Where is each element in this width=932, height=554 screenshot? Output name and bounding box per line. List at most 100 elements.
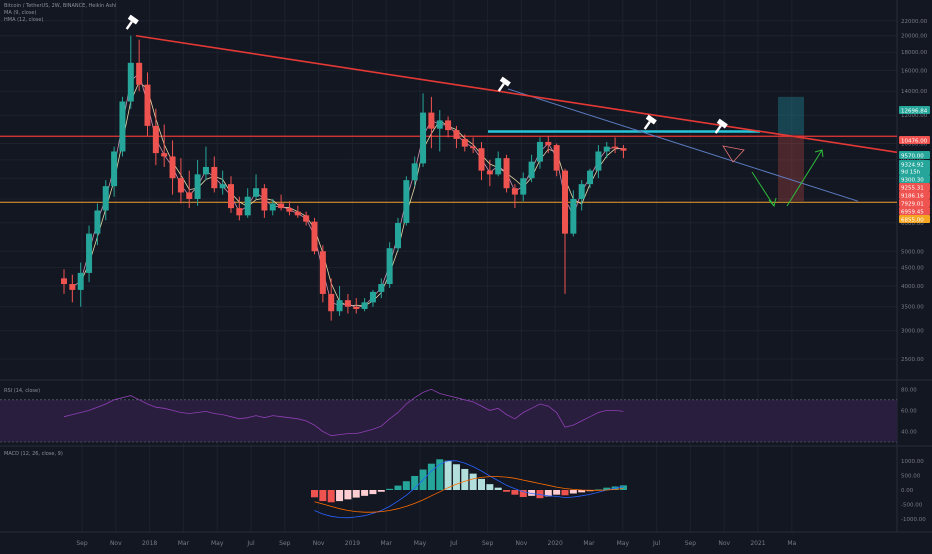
time-tick-label: May: [617, 540, 630, 547]
candle-body: [461, 138, 468, 147]
time-tick-label: Nov: [313, 540, 325, 547]
candle-body: [102, 186, 109, 211]
time-tick-label: Nov: [718, 540, 730, 547]
macd-histogram-bar: [319, 490, 327, 502]
price-tick-label: 12000.00: [901, 113, 928, 119]
legend-ma1[interactable]: MA (9, close): [4, 10, 37, 16]
candle-body: [578, 184, 585, 199]
time-tick-label: 2020: [548, 540, 563, 547]
price-label-box: [899, 207, 930, 215]
candle-body: [194, 174, 201, 199]
time-tick-label: May: [211, 540, 224, 547]
macd-histogram-bar: [603, 487, 611, 490]
macd-tick-label: 500.00: [901, 473, 921, 479]
macd-histogram-bar: [444, 460, 452, 490]
macd-histogram-bar: [336, 490, 344, 502]
candle-body: [511, 188, 518, 195]
rsi-label[interactable]: RSI (14, close): [4, 388, 41, 394]
price-label: 9d 15h: [901, 170, 921, 176]
price-tick-label: 4500.00: [901, 266, 924, 272]
macd-label[interactable]: MACD (12, 26, close, 9): [4, 451, 63, 457]
candle-body: [562, 170, 568, 234]
macd-histogram-bar: [619, 485, 627, 490]
candle-body: [211, 166, 218, 189]
arrowhead: [814, 149, 824, 158]
macd-histogram-bar: [569, 490, 577, 494]
candle-body: [161, 153, 168, 157]
candle-body: [169, 156, 176, 179]
candle-body: [603, 146, 610, 152]
macd-tick-label: 0.00: [901, 488, 914, 494]
time-tick-label: 2021: [750, 540, 765, 547]
time-tick-label: Mar: [583, 540, 595, 547]
candle-body: [403, 180, 410, 223]
macd-histogram-bar: [494, 487, 502, 490]
rsi-tick-label: 60.00: [901, 408, 917, 414]
candle-body: [61, 278, 67, 285]
price-label-box: [899, 175, 930, 183]
trendline-red: [135, 34, 898, 154]
candle-body: [127, 62, 134, 102]
candle-body: [445, 120, 452, 131]
price-label-box: [899, 215, 930, 223]
price-label: 9186.16: [901, 194, 924, 200]
loss-zone: [778, 134, 804, 202]
candle-body: [369, 291, 376, 303]
price-label: 7929.01: [901, 202, 924, 208]
candle-body: [486, 170, 493, 175]
candle-body: [69, 284, 76, 290]
legend-symbol[interactable]: Bitcoin / TetherUS, 2W, BINANCE, Heikin …: [4, 3, 117, 9]
candle-body: [595, 151, 602, 171]
trendline-blue: [507, 88, 859, 202]
candle-body: [77, 272, 84, 290]
macd-histogram-bar: [503, 490, 511, 492]
price-tick-label: 2500.00: [901, 357, 924, 363]
price-label-box: [899, 160, 930, 168]
macd-histogram-bar: [352, 490, 360, 498]
macd-histogram-bar: [528, 490, 536, 496]
candle-body: [612, 146, 619, 149]
macd-histogram-bar: [519, 490, 527, 498]
macd-histogram-bar: [427, 463, 435, 490]
candle-body: [186, 192, 193, 199]
legend-ma2[interactable]: HMA (12, close): [4, 17, 44, 23]
candle-body: [411, 163, 418, 181]
macd-histogram-bar: [327, 490, 335, 503]
macd-histogram-bar: [469, 473, 477, 490]
candle-body: [428, 112, 435, 129]
time-tick-label: Nov: [516, 540, 528, 547]
candle-body: [378, 284, 385, 292]
price-label-box: [899, 151, 930, 159]
price-label-box: [899, 199, 930, 207]
price-label: 9255.31: [901, 186, 924, 192]
price-tick-label: 3000.00: [901, 329, 924, 335]
price-label: 9300.30: [901, 178, 924, 184]
macd-histogram-bar: [402, 481, 410, 490]
price-tick-label: 10000.00: [901, 141, 928, 147]
candle-body: [470, 146, 477, 149]
candle-body: [336, 300, 343, 312]
macd-histogram-bar: [436, 459, 444, 490]
price-tick-label: 4000.00: [901, 284, 924, 290]
macd-histogram-bar: [344, 490, 352, 500]
time-tick-label: Sep: [76, 540, 88, 547]
candle-body: [503, 158, 510, 189]
candle-body: [286, 208, 293, 212]
time-tick-label: May: [414, 540, 427, 547]
price-tick-label: 22000.00: [901, 19, 928, 25]
price-tick-label: 14000.00: [901, 89, 928, 95]
macd-line: [314, 460, 624, 519]
candle-body: [244, 196, 251, 216]
candle-body: [395, 222, 401, 249]
candle-body: [294, 211, 301, 216]
candle-body: [453, 130, 460, 139]
pattern-triangle: [722, 145, 745, 163]
candle-body: [278, 203, 285, 209]
macd-histogram-bar: [511, 490, 519, 495]
candle-body: [328, 293, 335, 312]
candle-body: [228, 184, 234, 209]
hammer-icon: [714, 118, 728, 134]
candle-body: [420, 112, 427, 164]
